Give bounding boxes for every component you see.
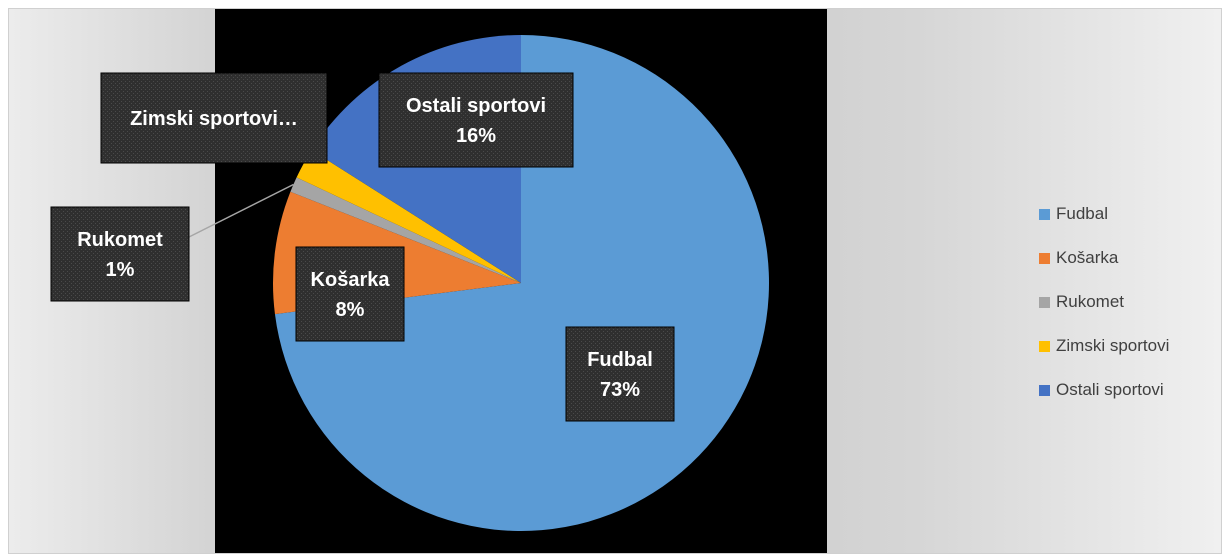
data-label-text: 8% <box>336 299 365 321</box>
data-label-text: 73% <box>600 379 640 401</box>
data-label-text: Zimski sportovi… <box>130 108 298 130</box>
pie-chart: Fudbal 73% Košarka 8% Rukomet 1% Zimski sporto… <box>50 35 769 531</box>
data-label-text: Rukomet <box>77 229 163 251</box>
pie-slice-rukomet <box>290 177 521 283</box>
legend-swatch <box>1039 296 1050 308</box>
legend-item-rukomet: Rukomet <box>1039 280 1169 324</box>
legend-label: Ostali sportovi <box>1056 380 1164 399</box>
data-label-fudbal: Fudbal 73% <box>565 326 675 422</box>
data-label-box <box>378 72 574 168</box>
legend-item-ostali-sportovi: Ostali sportovi <box>1039 368 1169 412</box>
data-label-box <box>100 72 328 164</box>
legend-swatch <box>1039 208 1050 220</box>
leader-line <box>188 183 294 238</box>
legend-swatch <box>1039 252 1050 264</box>
chart-frame: Fudbal 73% Košarka 8% Rukomet 1% Zimski sporto… <box>8 8 1222 554</box>
legend: Fudbal Košarka Rukomet Zimski sportovi O… <box>1039 192 1169 412</box>
pie-slice-zimski-sportovi <box>296 150 521 283</box>
legend-label: Košarka <box>1056 248 1119 267</box>
legend-item-fudbal: Fudbal <box>1039 192 1169 236</box>
legend-item-zimski-sportovi: Zimski sportovi <box>1039 324 1169 368</box>
data-label-text: Košarka <box>311 269 391 291</box>
legend-label: Zimski sportovi <box>1056 336 1170 355</box>
data-label-text: 16% <box>456 125 496 147</box>
data-label-ko-arka: Košarka 8% <box>295 246 405 342</box>
data-label-box <box>295 246 405 342</box>
legend-label: Rukomet <box>1056 292 1125 311</box>
legend-swatch <box>1039 384 1050 396</box>
legend-label: Fudbal <box>1056 204 1108 223</box>
data-label-text: 1% <box>106 259 135 281</box>
data-label-box <box>50 206 190 302</box>
data-label-zimski-sportovi: Zimski sportovi… <box>100 72 328 164</box>
legend-swatch <box>1039 340 1050 352</box>
data-label-rukomet: Rukomet 1% <box>50 206 190 302</box>
data-label-ostali-sportovi: Ostali sportovi 16% <box>378 72 574 168</box>
data-label-text: Fudbal <box>587 349 653 371</box>
data-label-text: Ostali sportovi <box>406 95 546 117</box>
data-label-box <box>565 326 675 422</box>
legend-item-kosarka: Košarka <box>1039 236 1169 280</box>
